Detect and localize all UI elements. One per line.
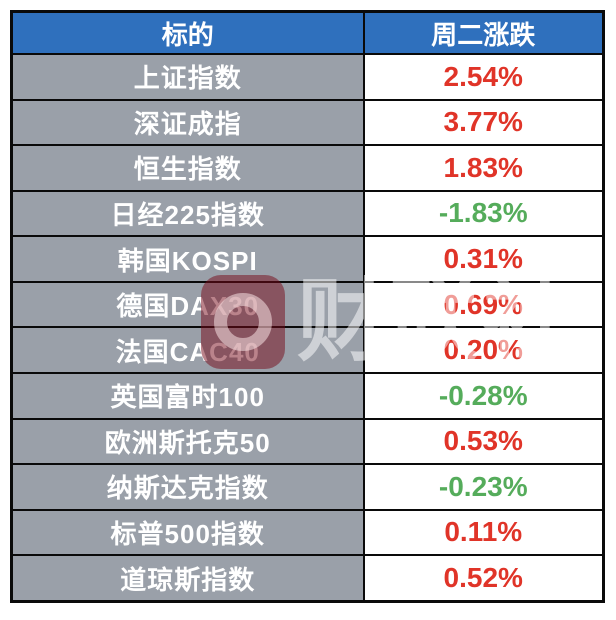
index-name: 道琼斯指数 <box>10 554 365 603</box>
index-change: 1.83% <box>362 144 605 192</box>
table-row: 深证成指 3.77% <box>10 98 605 147</box>
table-row: 道琼斯指数 0.52% <box>10 554 605 603</box>
index-change: 3.77% <box>362 98 605 147</box>
table-row: 日经225指数 -1.83% <box>10 189 605 238</box>
table-row: 标普500指数 0.11% <box>10 508 605 557</box>
index-name: 韩国KOSPI <box>10 235 365 283</box>
index-change: 0.69% <box>362 280 605 329</box>
header-tuesday-change: 周二涨跌 <box>362 10 605 55</box>
header-target: 标的 <box>10 10 365 55</box>
index-name: 法国CAC40 <box>10 326 365 374</box>
index-change: -0.23% <box>362 463 605 511</box>
index-change: 0.52% <box>362 554 605 603</box>
index-change: 0.20% <box>362 326 605 374</box>
index-change: -1.83% <box>362 189 605 238</box>
index-change: 0.53% <box>362 417 605 466</box>
index-change: 2.54% <box>362 53 605 101</box>
table-row: 英国富时100 -0.28% <box>10 371 605 420</box>
table-row: 德国DAX30 0.69% <box>10 280 605 329</box>
index-name: 恒生指数 <box>10 144 365 192</box>
table-row: 纳斯达克指数 -0.23% <box>10 463 605 511</box>
index-name: 深证成指 <box>10 98 365 147</box>
table-row: 恒生指数 1.83% <box>10 144 605 192</box>
market-index-table: 标的 周二涨跌 上证指数 2.54% 深证成指 3.77% 恒生指数 1.83%… <box>10 10 605 603</box>
table-row: 欧洲斯托克50 0.53% <box>10 417 605 466</box>
table-row: 上证指数 2.54% <box>10 53 605 101</box>
table-body: 上证指数 2.54% 深证成指 3.77% 恒生指数 1.83% 日经225指数… <box>10 53 605 603</box>
header-row: 标的 周二涨跌 <box>10 10 605 55</box>
index-change: -0.28% <box>362 371 605 420</box>
index-name: 欧洲斯托克50 <box>10 417 365 466</box>
index-change: 0.31% <box>362 235 605 283</box>
index-name: 标普500指数 <box>10 508 365 557</box>
table-row: 法国CAC40 0.20% <box>10 326 605 374</box>
index-name: 英国富时100 <box>10 371 365 420</box>
index-name: 德国DAX30 <box>10 280 365 329</box>
index-name: 上证指数 <box>10 53 365 101</box>
index-change: 0.11% <box>362 508 605 557</box>
index-name: 纳斯达克指数 <box>10 463 365 511</box>
table-row: 韩国KOSPI 0.31% <box>10 235 605 283</box>
index-name: 日经225指数 <box>10 189 365 238</box>
